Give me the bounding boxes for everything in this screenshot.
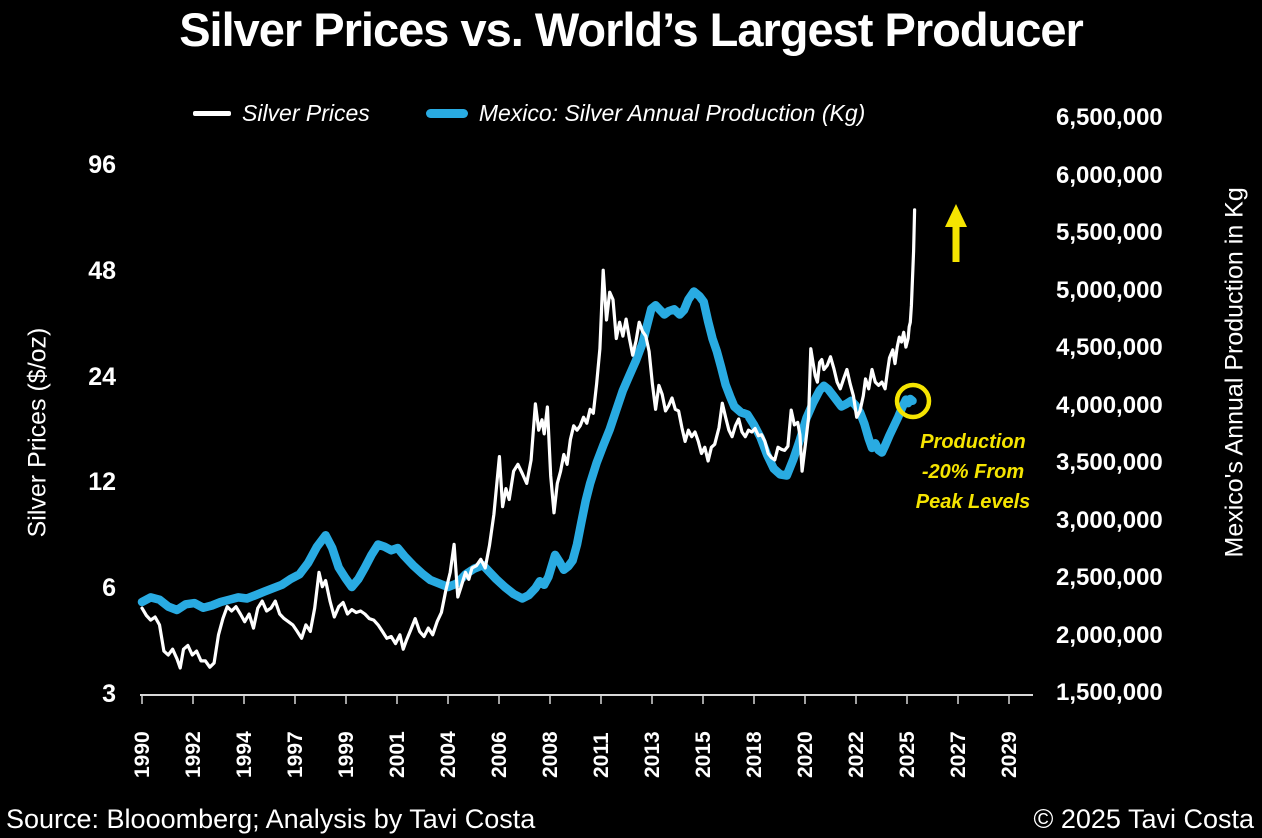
right-tick-3000000: 3,000,000: [1056, 506, 1163, 534]
production-note-line3: Peak Levels: [915, 491, 1031, 513]
right-tick-5500000: 5,500,000: [1056, 219, 1163, 246]
legend-label-silver: Silver Prices: [242, 100, 370, 126]
right-tick-6000000: 6,000,000: [1056, 161, 1163, 189]
left-tick-96: 96: [88, 151, 116, 179]
right-tick-4500000: 4,500,000: [1056, 334, 1163, 361]
left-tick-12: 12: [88, 468, 116, 497]
production-note-line1: Production: [920, 431, 1026, 453]
legend: Silver Prices Mexico: Silver Annual Prod…: [193, 100, 865, 127]
right-tick-1500000: 1,500,000: [1056, 679, 1163, 706]
left-tick-48: 48: [88, 256, 116, 285]
left-tick-24: 24: [88, 362, 116, 391]
copyright-text: © 2025 Tavi Costa: [1033, 804, 1254, 834]
mexico-production-line: [137, 287, 917, 615]
up-arrow-icon: [945, 204, 967, 262]
right-tick-2500000: 2,500,000: [1056, 564, 1163, 591]
left-tick-3: 3: [102, 680, 116, 708]
right-tick-5000000: 5,000,000: [1056, 276, 1163, 304]
legend-item-mexico: Mexico: Silver Annual Production (Kg): [425, 100, 866, 127]
legend-label-mexico: Mexico: Silver Annual Production (Kg): [478, 100, 866, 126]
left-tick-6: 6: [102, 574, 116, 603]
x-axis-tickmarks: [141, 695, 1010, 704]
right-tick-2000000: 2,000,000: [1056, 621, 1163, 649]
silver-line-swatch-icon: [193, 111, 231, 116]
right-tick-4000000: 4,000,000: [1056, 391, 1163, 419]
chart-title: Silver Prices vs. World’s Largest Produc…: [179, 3, 1084, 56]
source-text: Source: Blooomberg; Analysis by Tavi Cos…: [6, 804, 536, 834]
right-tick-6500000: 6,500,000: [1056, 104, 1163, 131]
silver-price-line: [140, 208, 917, 670]
legend-item-silver: Silver Prices: [193, 100, 370, 127]
mexico-line-swatch-icon: [425, 109, 468, 118]
right-tick-3500000: 3,500,000: [1056, 449, 1163, 476]
highlight-circle: [894, 382, 932, 420]
production-note: Production -20% From Peak Levels: [903, 427, 1043, 517]
production-note-line2: -20% From: [921, 461, 1025, 483]
